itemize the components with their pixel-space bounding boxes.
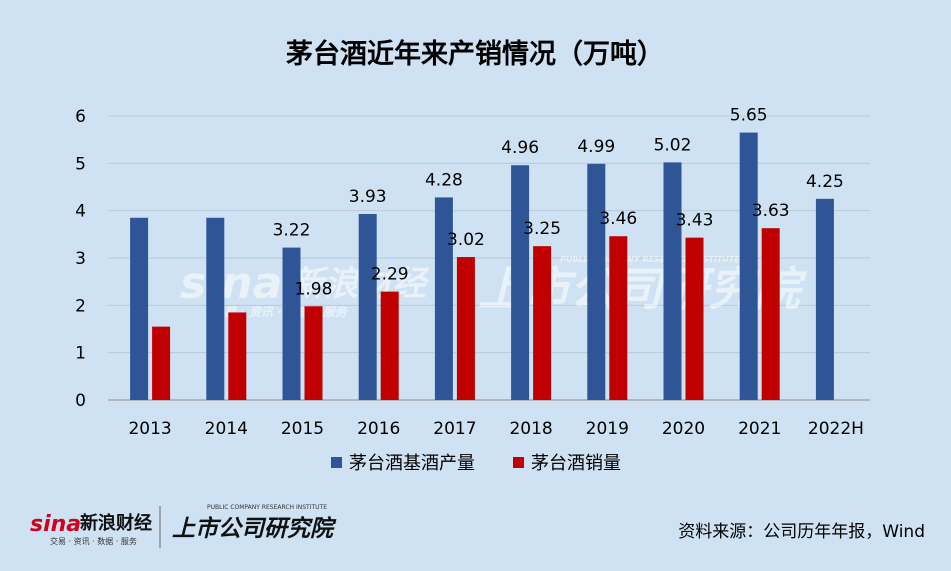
bar-production-2014 xyxy=(206,217,225,400)
bar-sales-2018 xyxy=(533,246,552,400)
bar-production-2022H xyxy=(815,198,834,400)
y-tick-label: 3 xyxy=(75,249,86,269)
y-tick-label: 6 xyxy=(75,107,86,127)
bar-production-2017 xyxy=(434,197,453,400)
legend-swatch-production xyxy=(331,457,342,468)
data-label-production-2017: 4.28 xyxy=(425,170,463,190)
y-axis-ticks: 0 1 2 3 4 5 6 xyxy=(75,107,86,411)
legend-label-sales: 茅台酒销量 xyxy=(531,453,621,474)
y-tick-label: 4 xyxy=(75,202,86,222)
x-axis-ticks: 2013 2014 2015 2016 2017 2018 2019 2020 2021 2022… xyxy=(128,419,863,439)
bar-sales-2013 xyxy=(152,326,171,400)
x-tick-label: 2022H xyxy=(808,419,864,439)
bar-production-2015 xyxy=(282,247,301,400)
data-label-production-2020: 5.02 xyxy=(654,135,692,155)
data-label-sales-2015: 1.98 xyxy=(295,279,333,299)
x-tick-label: 2015 xyxy=(281,419,324,439)
legend: 茅台酒基酒产量 茅台酒销量 xyxy=(331,453,621,474)
bars xyxy=(130,132,834,401)
legend-swatch-sales xyxy=(513,457,524,468)
bar-production-2016 xyxy=(358,213,377,400)
sina-logo-slogan: 交易 · 资讯 · 数据 · 服务 xyxy=(50,536,137,546)
bar-sales-2015 xyxy=(304,306,323,400)
x-tick-label: 2016 xyxy=(357,419,400,439)
data-label-sales-2018: 3.25 xyxy=(523,219,561,239)
x-tick-label: 2014 xyxy=(205,419,248,439)
bar-sales-2021 xyxy=(761,228,780,400)
legend-label-production: 茅台酒基酒产量 xyxy=(349,453,475,474)
data-labels: 3.22 1.98 3.93 2.29 4.28 3.02 4.96 3.25 4.99 3.46… xyxy=(273,106,844,300)
data-label-production-2021: 5.65 xyxy=(730,106,768,126)
sina-finance-logo: sina 新浪财经 交易 · 资讯 · 数据 · 服务 xyxy=(30,512,152,546)
data-label-sales-2021: 3.63 xyxy=(752,201,790,221)
bar-production-2020 xyxy=(663,162,682,400)
bar-production-2021 xyxy=(739,132,758,401)
watermark-sina-mark: sina xyxy=(180,258,282,309)
sina-logo-mark: sina xyxy=(30,512,81,537)
bar-production-2019 xyxy=(587,163,606,400)
institute-logo-name: 上市公司研究院 xyxy=(172,515,337,542)
data-label-sales-2020: 3.43 xyxy=(676,211,714,231)
data-label-sales-2017: 3.02 xyxy=(447,230,485,250)
x-tick-label: 2017 xyxy=(433,419,476,439)
watermark-institute-en: PUBLIC COMPANY RESEARCH INSTITUTE xyxy=(560,255,740,264)
bar-sales-2014 xyxy=(228,312,247,400)
x-tick-label: 2013 xyxy=(128,419,171,439)
x-tick-label: 2020 xyxy=(662,419,705,439)
bar-sales-2019 xyxy=(609,236,628,400)
x-tick-label: 2019 xyxy=(586,419,629,439)
x-tick-label: 2018 xyxy=(509,419,552,439)
x-tick-label: 2021 xyxy=(738,419,781,439)
data-label-production-2015: 3.22 xyxy=(273,221,311,241)
source-note: 资料来源：公司历年年报，Wind xyxy=(678,522,925,542)
data-label-production-2022H: 4.25 xyxy=(806,172,844,192)
y-tick-label: 0 xyxy=(75,391,86,411)
bar-sales-2020 xyxy=(685,237,704,400)
institute-logo-en: PUBLIC COMPANY RESEARCH INSTITUTE xyxy=(207,504,327,511)
footer-branding: sina 新浪财经 交易 · 资讯 · 数据 · 服务 PUBLIC COMPA… xyxy=(30,504,337,548)
data-label-production-2019: 4.99 xyxy=(577,137,615,157)
institute-logo: PUBLIC COMPANY RESEARCH INSTITUTE 上市公司研究… xyxy=(172,504,337,542)
sina-logo-name: 新浪财经 xyxy=(80,512,152,534)
chart-title: 茅台酒近年来产销情况（万吨） xyxy=(286,38,664,70)
data-label-production-2016: 3.93 xyxy=(349,187,387,207)
bar-sales-2017 xyxy=(456,257,475,400)
data-label-sales-2016: 2.29 xyxy=(371,265,409,285)
y-tick-label: 2 xyxy=(75,296,86,316)
bar-sales-2016 xyxy=(380,291,399,400)
data-label-sales-2019: 3.46 xyxy=(599,209,637,229)
y-tick-label: 1 xyxy=(75,344,86,364)
y-tick-label: 5 xyxy=(75,154,86,174)
watermark: sina 新浪财经 交易 · 资讯 · 数据 · 服务 上市公司研究院 PUBL… xyxy=(180,255,807,319)
data-label-production-2018: 4.96 xyxy=(501,138,539,158)
bar-production-2013 xyxy=(130,217,149,400)
bar-production-2018 xyxy=(511,165,530,400)
